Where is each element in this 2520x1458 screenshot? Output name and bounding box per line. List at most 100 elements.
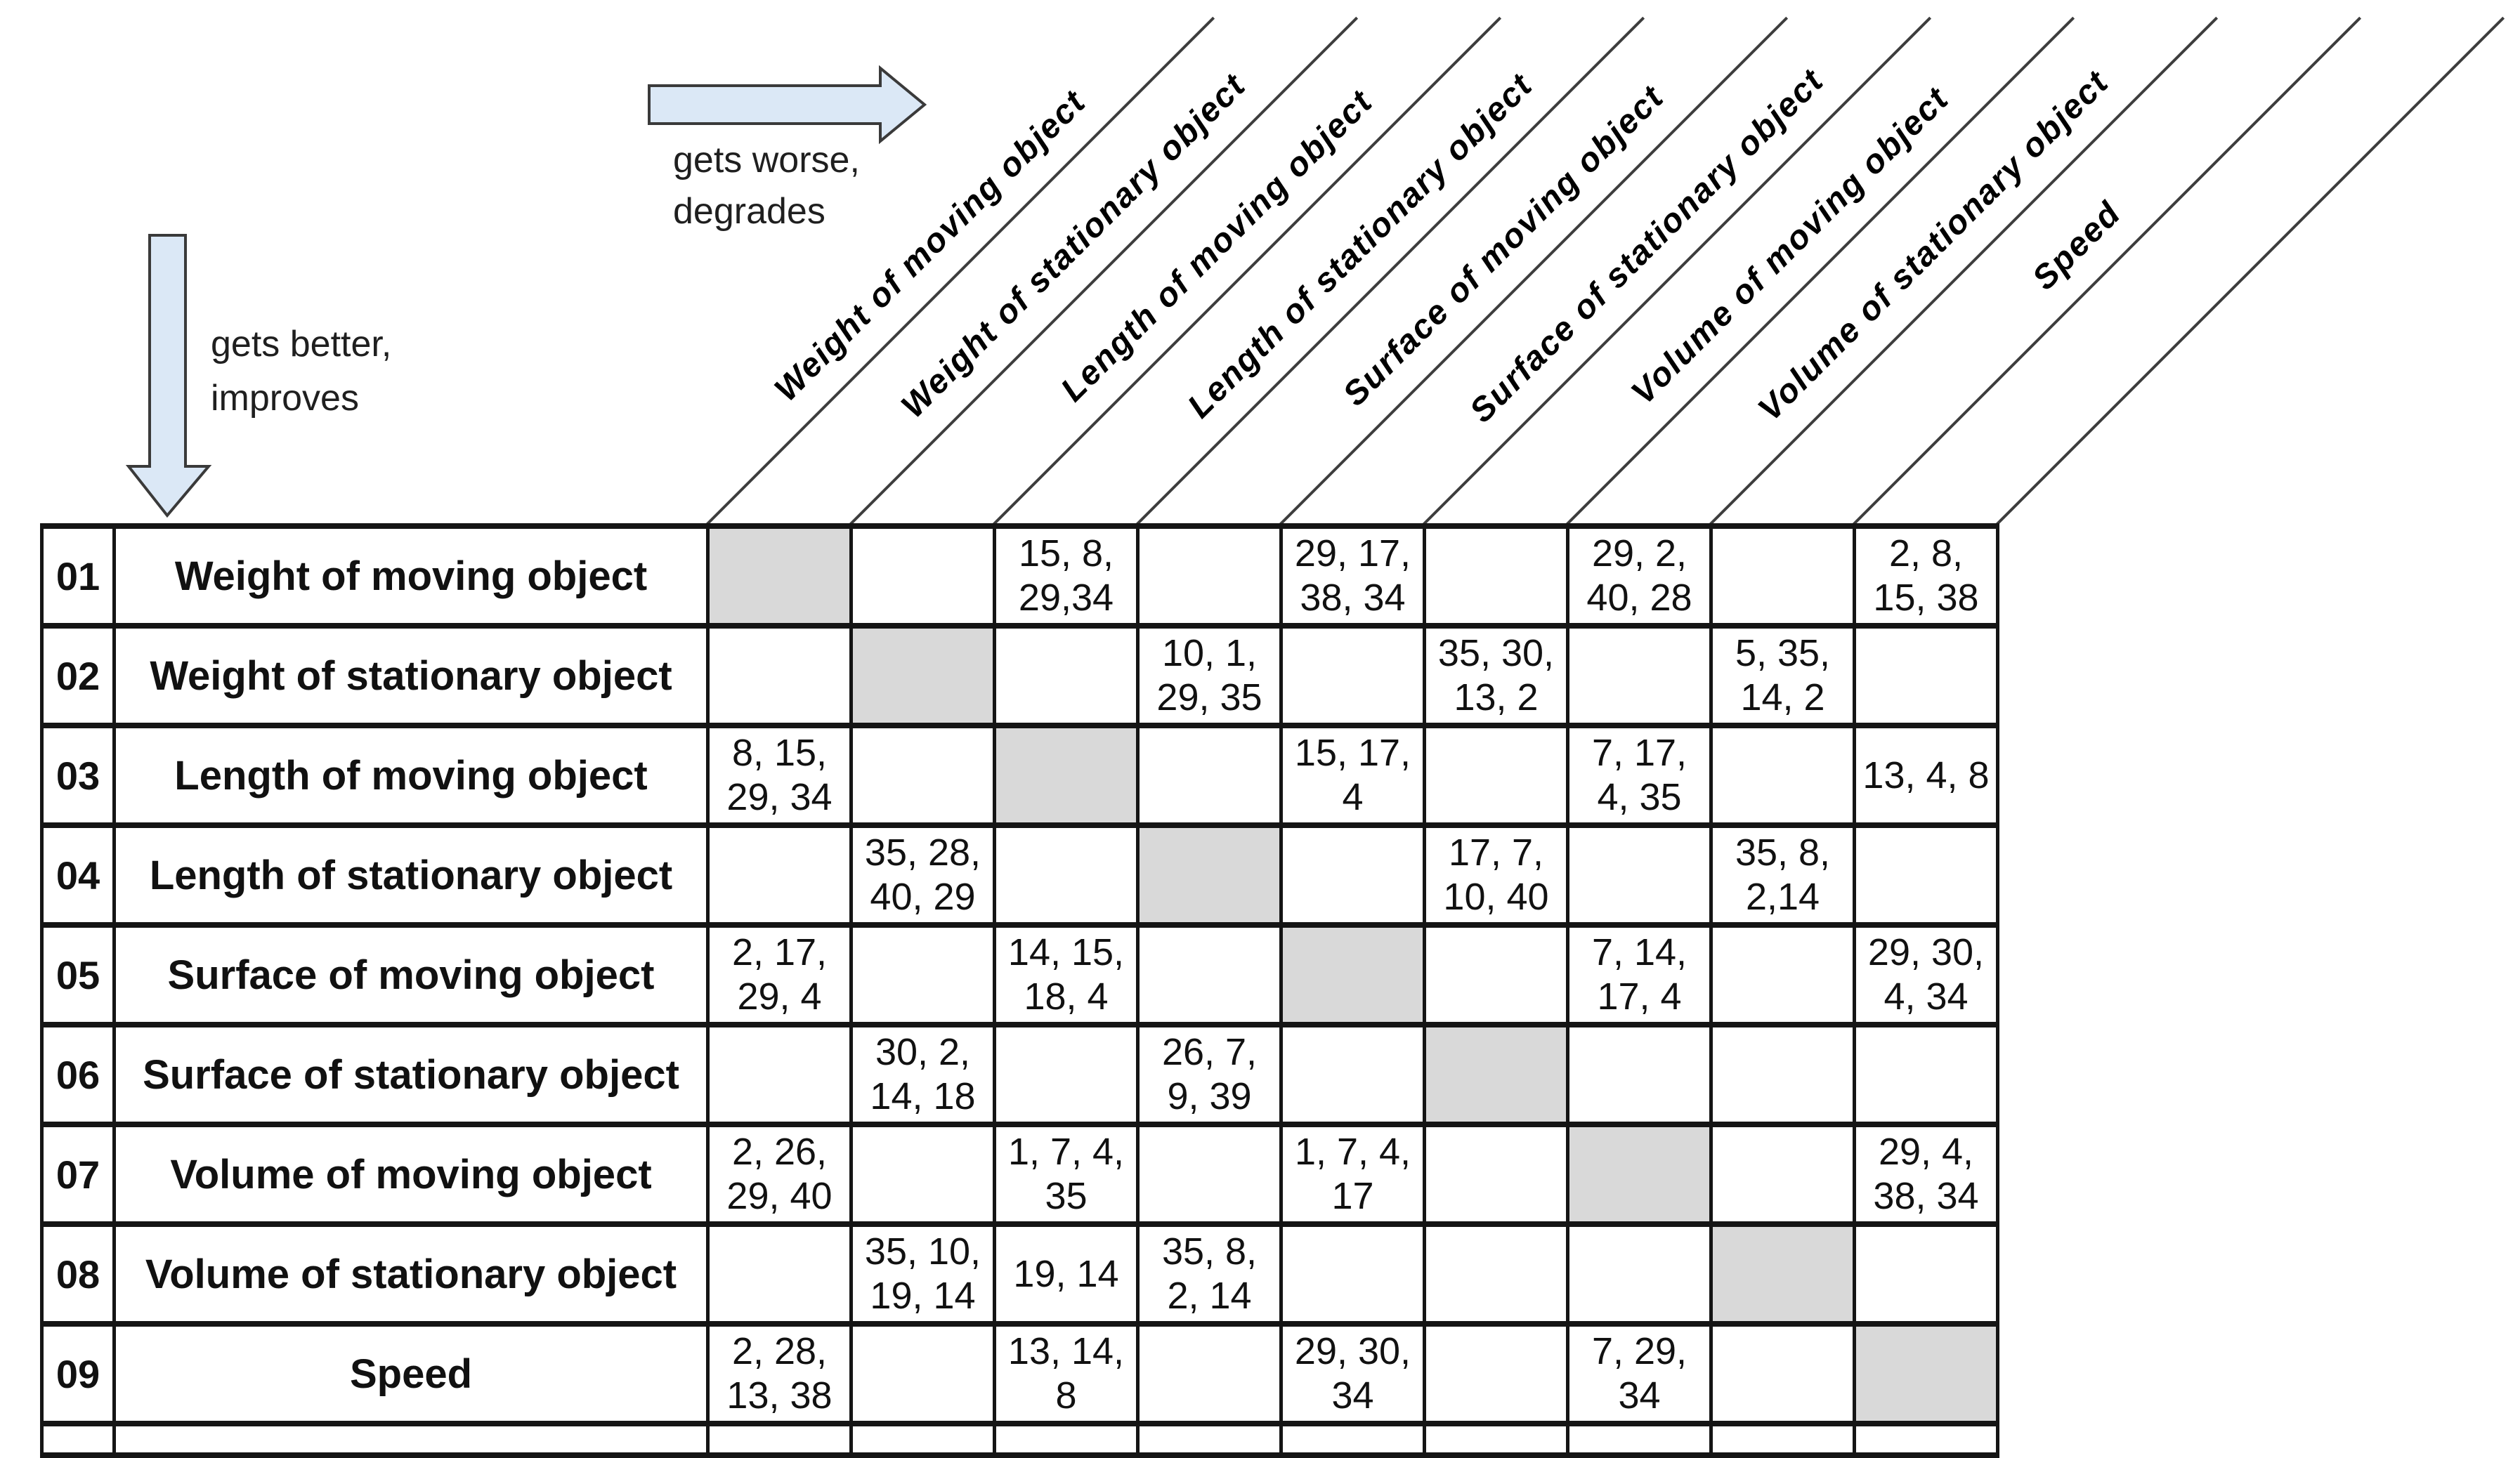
matrix-cell	[1279, 822, 1426, 928]
matrix-cell	[1566, 1022, 1713, 1127]
diagonal-cell	[1136, 822, 1283, 928]
matrix-cell	[1709, 723, 1856, 828]
row-label: Speed	[112, 1321, 710, 1426]
matrix-cell	[1566, 822, 1713, 928]
matrix-cell: 2, 28, 13, 38	[706, 1321, 853, 1426]
diagonal-cell	[706, 523, 853, 629]
matrix-cell	[1709, 523, 1856, 629]
row-number: 05	[40, 922, 116, 1027]
row-number: 09	[40, 1321, 116, 1426]
matrix-cell: 13, 4, 8	[1853, 723, 1999, 828]
row-number: 03	[40, 723, 116, 828]
partial-cell	[1853, 1421, 1999, 1458]
matrix-cell	[849, 523, 996, 629]
matrix-row-05: 05 Surface of moving object 2, 17, 29, 4 14…	[40, 922, 1999, 1027]
contradiction-matrix-table: 01 Weight of moving object 15, 8, 29,34 29,…	[40, 523, 1999, 1458]
matrix-cell	[706, 623, 853, 728]
matrix-cell: 5, 35, 14, 2	[1709, 623, 1856, 728]
matrix-cell	[1279, 1022, 1426, 1127]
row-label: Volume of stationary object	[112, 1221, 710, 1327]
partial-cell	[40, 1421, 116, 1458]
worse-arrow-caption: gets worse, degrades	[673, 140, 860, 232]
matrix-cell	[849, 1122, 996, 1227]
matrix-cell	[1709, 1022, 1856, 1127]
matrix-cell	[1853, 623, 1999, 728]
partial-cell	[1566, 1421, 1713, 1458]
row-label: Surface of stationary object	[112, 1022, 710, 1127]
row-number: 06	[40, 1022, 116, 1127]
row-label: Surface of moving object	[112, 922, 710, 1027]
matrix-row-04: 04 Length of stationary object 35, 28, 40,…	[40, 822, 1999, 928]
down-arrow-icon	[125, 234, 212, 518]
matrix-cell: 10, 1, 29, 35	[1136, 623, 1283, 728]
matrix-cell	[1136, 1321, 1283, 1426]
matrix-cell	[706, 1221, 853, 1327]
matrix-cell: 35, 28, 40, 29	[849, 822, 996, 928]
matrix-row-08: 08 Volume of stationary object 35, 10, 19,…	[40, 1221, 1999, 1327]
matrix-cell: 26, 7, 9, 39	[1136, 1022, 1283, 1127]
matrix-cell: 7, 14, 17, 4	[1566, 922, 1713, 1027]
matrix-cell: 14, 15, 18, 4	[993, 922, 1140, 1027]
matrix-cell	[1566, 1221, 1713, 1327]
matrix-cell: 30, 2, 14, 18	[849, 1022, 996, 1127]
matrix-row-01: 01 Weight of moving object 15, 8, 29,34 29,…	[40, 523, 1999, 629]
matrix-cell	[1136, 723, 1283, 828]
better-direction-arrow-icon	[125, 234, 212, 518]
row-number: 02	[40, 623, 116, 728]
matrix-cell	[706, 1022, 853, 1127]
partial-cell	[706, 1421, 853, 1458]
diagonal-cell	[1709, 1221, 1856, 1327]
worse-direction-arrow-icon	[648, 65, 927, 145]
row-label: Length of moving object	[112, 723, 710, 828]
matrix-cell	[1423, 1221, 1569, 1327]
matrix-cell: 2, 8, 15, 38	[1853, 523, 1999, 629]
matrix-cell	[849, 1321, 996, 1426]
better-arrow-caption: gets better, improves	[211, 324, 392, 419]
matrix-cell	[1709, 922, 1856, 1027]
partial-cell	[1136, 1421, 1283, 1458]
matrix-cell	[1423, 1122, 1569, 1227]
partial-cell	[849, 1421, 996, 1458]
diagonal-cell	[993, 723, 1140, 828]
partial-row	[40, 1421, 1999, 1458]
matrix-cell: 15, 8, 29,34	[993, 523, 1140, 629]
matrix-cell: 1, 7, 4, 17	[1279, 1122, 1426, 1227]
matrix-row-07: 07 Volume of moving object 2, 26, 29, 40 1,…	[40, 1122, 1999, 1227]
matrix-cell: 8, 15, 29, 34	[706, 723, 853, 828]
row-number: 07	[40, 1122, 116, 1227]
matrix-cell: 1, 7, 4, 35	[993, 1122, 1140, 1227]
matrix-cell: 35, 8, 2,14	[1709, 822, 1856, 928]
diagonal-cell	[1279, 922, 1426, 1027]
matrix-cell	[1853, 822, 1999, 928]
row-label: Length of stationary object	[112, 822, 710, 928]
row-number: 01	[40, 523, 116, 629]
matrix-cell: 29, 17, 38, 34	[1279, 523, 1426, 629]
matrix-cell: 29, 30, 34	[1279, 1321, 1426, 1426]
matrix-cell: 7, 17, 4, 35	[1566, 723, 1713, 828]
matrix-cell	[1423, 523, 1569, 629]
partial-cell	[993, 1421, 1140, 1458]
matrix-row-03: 03 Length of moving object 8, 15, 29, 34 15…	[40, 723, 1999, 828]
matrix-cell: 29, 2, 40, 28	[1566, 523, 1713, 629]
matrix-cell: 15, 17, 4	[1279, 723, 1426, 828]
row-number: 04	[40, 822, 116, 928]
partial-cell	[1423, 1421, 1569, 1458]
matrix-cell	[1136, 523, 1283, 629]
matrix-cell: 35, 10, 19, 14	[849, 1221, 996, 1327]
matrix-cell	[1279, 623, 1426, 728]
partial-cell	[1279, 1421, 1426, 1458]
matrix-cell	[849, 922, 996, 1027]
partial-cell	[112, 1421, 710, 1458]
matrix-cell: 7, 29, 34	[1566, 1321, 1713, 1426]
matrix-cell	[1423, 723, 1569, 828]
matrix-cell: 35, 8, 2, 14	[1136, 1221, 1283, 1327]
matrix-cell: 2, 26, 29, 40	[706, 1122, 853, 1227]
matrix-cell	[1709, 1122, 1856, 1227]
matrix-cell	[1136, 922, 1283, 1027]
row-label: Weight of moving object	[112, 523, 710, 629]
matrix-cell: 19, 14	[993, 1221, 1140, 1327]
matrix-cell	[1423, 1321, 1569, 1426]
matrix-cell: 29, 30, 4, 34	[1853, 922, 1999, 1027]
matrix-row-06: 06 Surface of stationary object 30, 2, 14,…	[40, 1022, 1999, 1127]
row-label: Volume of moving object	[112, 1122, 710, 1227]
